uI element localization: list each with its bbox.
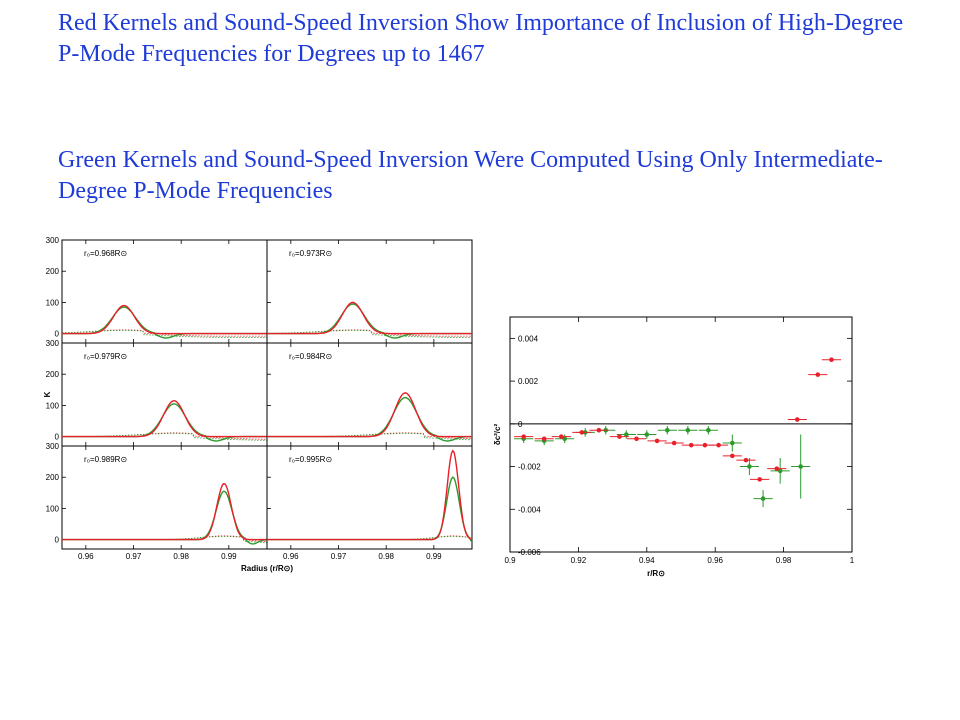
kernel-panel: 0 100 200 300 r₀=0.968R⊙ <box>46 236 268 344</box>
panel-label: r₀=0.984R⊙ <box>289 352 332 361</box>
data-point-green <box>798 464 803 469</box>
y-tick-label: 0 <box>55 536 60 545</box>
data-point-red <box>815 372 821 377</box>
data-point-green <box>730 440 735 446</box>
kernel-green-line <box>267 476 473 543</box>
kernel-red-line <box>62 400 267 438</box>
y-tick-label: 100 <box>46 504 60 513</box>
y-tick-label: 0 <box>55 433 60 442</box>
plot-frame <box>509 316 853 553</box>
x-tick-label: 0.94 <box>639 556 655 565</box>
data-point-green <box>644 432 650 437</box>
data-point-red <box>829 357 834 363</box>
panel-label: r₀=0.979R⊙ <box>84 352 127 361</box>
panel-label: r₀=0.968R⊙ <box>84 249 127 258</box>
data-point-green <box>685 427 691 433</box>
y-axis-title: K <box>43 391 52 397</box>
kernel-panel: r₀=0.973R⊙ <box>266 239 473 344</box>
kernel-red-line <box>267 449 473 541</box>
kernel-panel: 0 100 200 300 r₀=0.979R⊙ <box>46 339 268 447</box>
x-tick-label: 0.97 <box>331 552 347 561</box>
data-point-red <box>702 442 708 448</box>
kernel-red-line <box>62 483 267 541</box>
heading-green-kernels: Green Kernels and Sound-Speed Inversion … <box>58 147 883 204</box>
kernel-green-dotted <box>267 330 472 338</box>
data-point-green <box>623 432 629 437</box>
data-point-red <box>730 453 735 459</box>
panel-frame <box>266 445 473 550</box>
data-point-red <box>671 440 677 446</box>
kernel-red-line <box>62 304 267 335</box>
x-tick-label: 0.98 <box>378 552 394 561</box>
data-point-green <box>706 427 711 433</box>
data-point-red <box>774 466 780 471</box>
kernel-red-line <box>267 392 472 438</box>
kernel-green-dotted <box>61 330 267 338</box>
data-point-red <box>596 427 602 433</box>
data-point-red <box>541 436 547 442</box>
data-point-red <box>794 417 800 422</box>
heading-red-kernels: Red Kernels and Sound-Speed Inversion Sh… <box>58 10 904 67</box>
data-point-green <box>777 468 783 474</box>
data-point-red <box>617 434 622 439</box>
kernel-panel: r₀=0.984R⊙ <box>266 342 473 447</box>
data-point-green <box>665 427 670 433</box>
x-tick-label: 0.96 <box>707 556 723 565</box>
x-tick-label: 0.99 <box>221 552 237 561</box>
data-point-green <box>562 436 568 442</box>
data-point-red <box>579 430 585 435</box>
y-axis-title: δc²/c² <box>493 424 502 446</box>
y-tick-label: 300 <box>46 236 60 245</box>
x-tick-label: 0.98 <box>173 552 189 561</box>
kernels-chart: 0 100 200 300 r₀=0.968R⊙ r₀=0.973R⊙ 0 100 200 300… <box>43 236 473 573</box>
data-point-red <box>716 442 721 448</box>
kernel-green-line <box>62 403 267 442</box>
x-tick-label: 0.92 <box>571 556 587 565</box>
data-point-red <box>654 438 660 444</box>
panel-label: r₀=0.989R⊙ <box>84 455 127 464</box>
x-tick-label: 0.99 <box>426 552 442 561</box>
x-axis-title: r/R⊙ <box>647 569 665 578</box>
y-tick-label: -0.004 <box>518 505 541 514</box>
y-tick-label: 0.004 <box>518 334 539 343</box>
data-point-red <box>757 477 762 482</box>
data-point-green <box>747 464 752 469</box>
data-point-green <box>760 496 766 501</box>
y-tick-label: 300 <box>46 339 60 348</box>
data-point-red <box>743 457 749 463</box>
y-tick-label: -0.006 <box>518 548 541 557</box>
data-point-red <box>521 434 526 439</box>
data-point-red <box>634 436 639 442</box>
y-tick-label: 200 <box>46 370 60 379</box>
y-tick-label: 100 <box>46 298 60 307</box>
x-tick-label: 0.97 <box>126 552 142 561</box>
kernel-panel: 0.96 0.97 0.98 0.99 r₀=0.995R⊙ <box>266 445 473 561</box>
x-tick-label: 0.98 <box>776 556 792 565</box>
y-tick-label: 0 <box>518 420 523 429</box>
sound-speed-inversion-chart: 0.9 0.92 0.94 0.96 0.98 1 0.004 0.002 0 -0.002 -0.… <box>493 316 855 578</box>
y-tick-label: 0.002 <box>518 377 539 386</box>
y-tick-label: 100 <box>46 401 60 410</box>
data-point-red <box>688 442 694 448</box>
x-tick-label: 0.96 <box>78 552 94 561</box>
y-tick-label: -0.002 <box>518 463 541 472</box>
kernel-red-line <box>267 301 472 335</box>
x-axis-title: Radius (r/R⊙) <box>241 564 293 573</box>
y-tick-label: 0 <box>55 330 60 339</box>
x-tick-label: 1 <box>850 556 855 565</box>
x-tick-label: 0.96 <box>283 552 299 561</box>
panel-label: r₀=0.995R⊙ <box>289 455 332 464</box>
panel-label: r₀=0.973R⊙ <box>289 249 332 258</box>
kernel-panel: 0.96 0.97 0.98 0.99 0 100 200 300 r₀=0.989R⊙ <box>46 442 268 561</box>
data-point-red <box>559 434 564 439</box>
x-tick-label: 0.9 <box>504 556 516 565</box>
y-tick-label: 200 <box>46 267 60 276</box>
y-tick-label: 200 <box>46 473 60 482</box>
y-tick-label: 300 <box>46 442 60 451</box>
